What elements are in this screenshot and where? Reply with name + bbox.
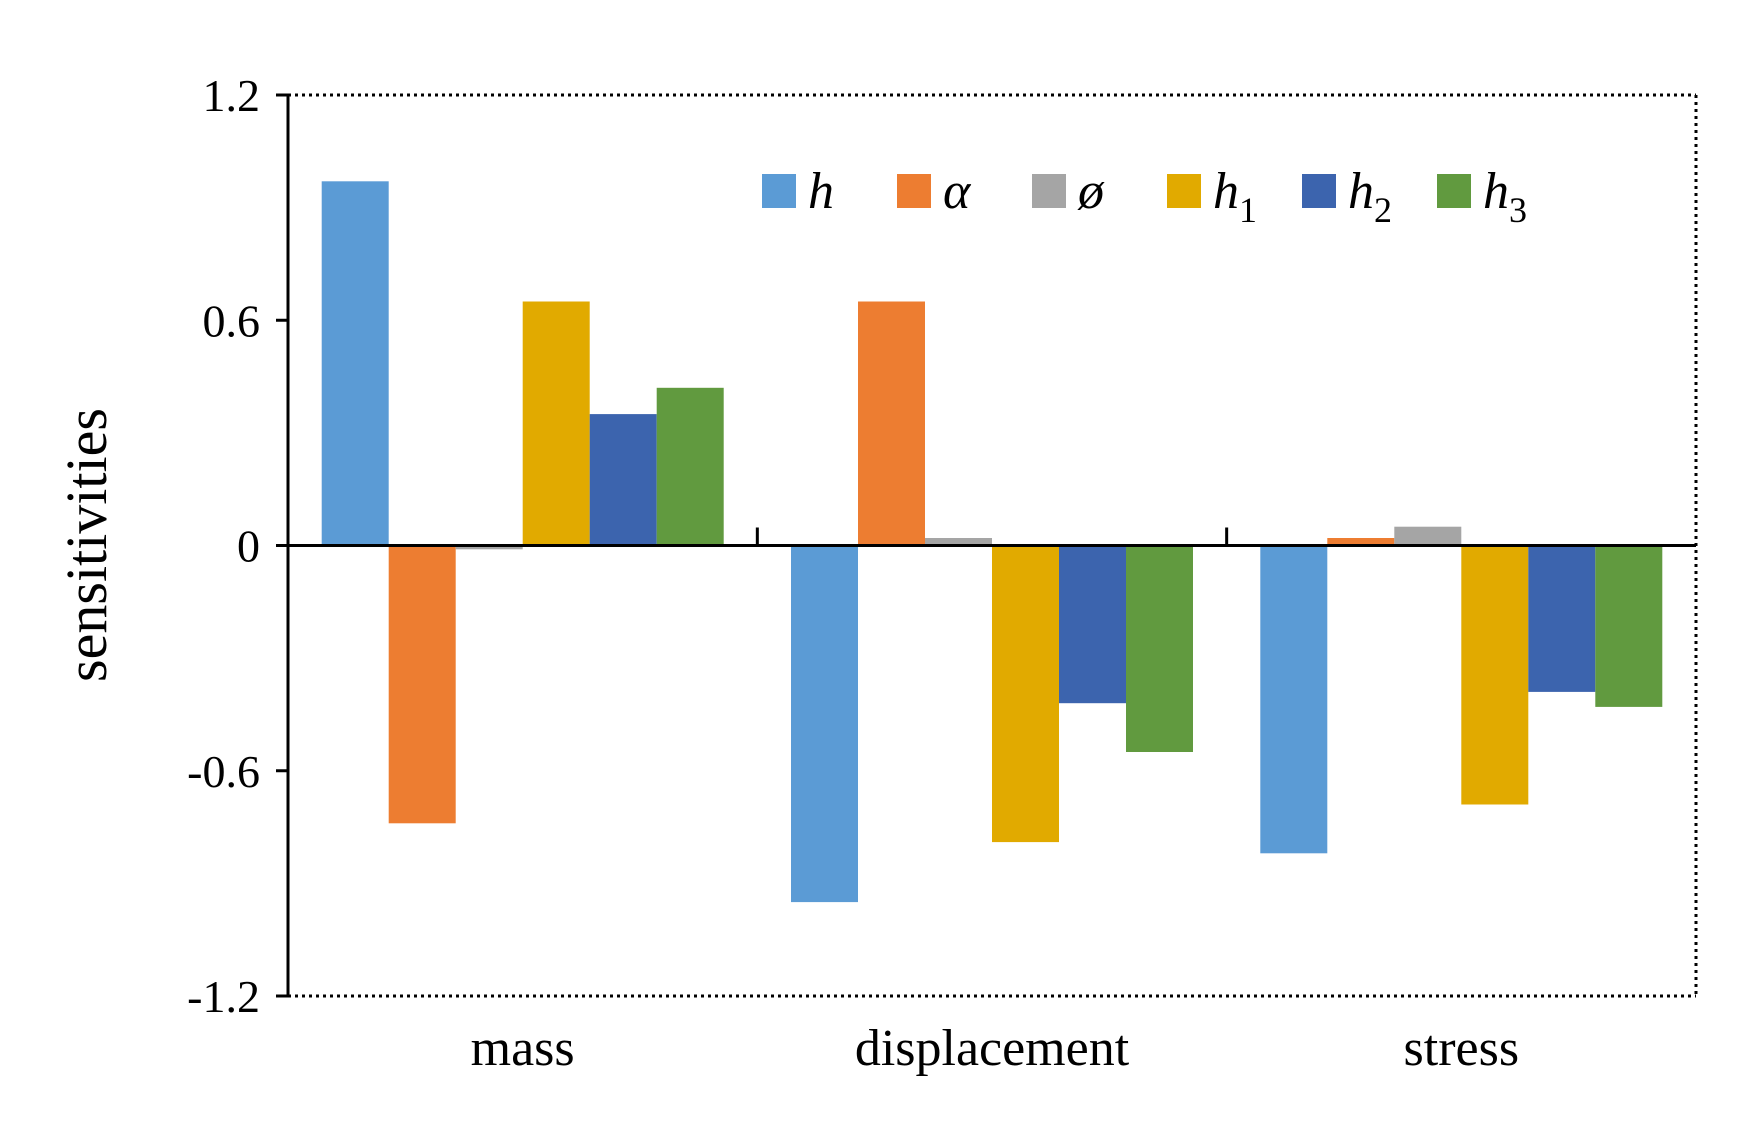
bar-stress-series-1 — [1260, 545, 1328, 854]
bar-displacement-series-3 — [925, 538, 992, 546]
bar-stress-series-6 — [1595, 545, 1663, 707]
axes-group — [276, 93, 1696, 998]
bar-mass-series-6 — [656, 387, 724, 546]
y-tick-label: 0.6 — [203, 295, 261, 346]
legend-label-1: h — [808, 163, 834, 220]
y-tick-label: -0.6 — [187, 746, 260, 797]
legend-label-3: ø — [1077, 163, 1105, 220]
legend-swatch-4 — [1167, 174, 1201, 208]
bar-stress-series-5 — [1528, 545, 1596, 692]
bars-group — [321, 181, 1663, 903]
legend-label-5: h2 — [1348, 163, 1392, 230]
legend-label-4: h1 — [1213, 163, 1257, 230]
legend-swatch-2 — [897, 174, 931, 208]
bar-displacement-series-2 — [858, 301, 925, 546]
y-tick-label: 0 — [237, 521, 260, 572]
y-axis-title: sensitivities — [54, 408, 119, 682]
y-tick-label: -1.2 — [187, 971, 260, 1022]
legend-swatch-6 — [1437, 174, 1471, 208]
category-label-displacement: displacement — [855, 1020, 1130, 1077]
y-tick-label: 1.2 — [203, 70, 261, 121]
bar-displacement-series-4 — [992, 545, 1059, 843]
bar-displacement-series-6 — [1126, 545, 1193, 752]
category-label-stress: stress — [1404, 1020, 1520, 1077]
bar-mass-series-1 — [321, 181, 389, 546]
bar-displacement-series-5 — [1059, 545, 1126, 704]
legend-swatch-1 — [762, 174, 796, 208]
y-tick-labels: 1.2 0.6 0 -0.6 -1.2 — [187, 70, 260, 1022]
bar-mass-series-5 — [589, 414, 657, 546]
bar-mass-series-2 — [388, 545, 456, 824]
bar-stress-series-4 — [1461, 545, 1529, 805]
legend-swatch-3 — [1032, 174, 1066, 208]
bar-mass-series-4 — [522, 301, 590, 546]
legend-label-6: h3 — [1483, 163, 1527, 230]
category-label-mass: mass — [471, 1020, 575, 1077]
category-labels: mass displacement stress — [471, 1020, 1519, 1077]
bar-mass-series-3 — [455, 545, 523, 550]
legend: h α ø h1 h2 h3 — [762, 163, 1527, 230]
bar-stress-series-3 — [1394, 526, 1462, 546]
legend-label-2: α — [943, 163, 972, 220]
bar-stress-series-2 — [1327, 538, 1395, 546]
legend-swatch-5 — [1302, 174, 1336, 208]
bar-displacement-series-1 — [791, 545, 858, 903]
